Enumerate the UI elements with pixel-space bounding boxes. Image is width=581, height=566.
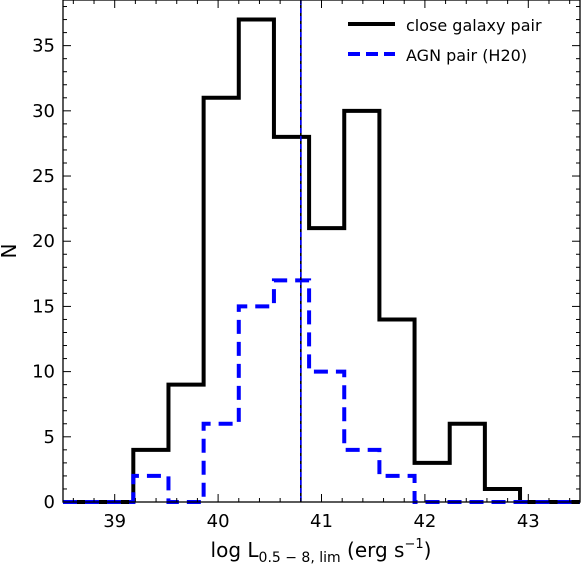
- histogram-series-1: [63, 278, 580, 504]
- y-tick-label: 10: [32, 362, 55, 383]
- x-tick-label: 43: [517, 511, 540, 532]
- legend: close galaxy pair AGN pair (H20): [348, 16, 542, 65]
- x-tick-label: 42: [413, 511, 436, 532]
- y-tick-label: 5: [44, 427, 55, 448]
- x-axis-label: log L0.5 − 8, lim (erg s−1): [211, 537, 432, 566]
- y-tick-label: 20: [32, 231, 55, 252]
- x-axis-label-superscript: −1: [404, 537, 423, 552]
- x-tick-label: 40: [207, 511, 230, 532]
- y-axis-label: N: [0, 244, 21, 259]
- x-axis-label-close: ): [424, 538, 432, 562]
- y-tick-label: 25: [32, 166, 55, 187]
- legend-label-close-galaxy-pair: close galaxy pair: [406, 16, 542, 35]
- histogram-series-0: [63, 17, 580, 504]
- y-tick-label: 0: [44, 492, 55, 513]
- x-axis-label-subscript: 0.5 − 8, lim: [259, 550, 341, 566]
- x-tick-label: 41: [310, 511, 333, 532]
- y-tick-label: 35: [32, 36, 55, 57]
- x-axis-label-units: (erg s: [341, 538, 405, 562]
- y-tick-label: 30: [32, 101, 55, 122]
- y-tick-label: 15: [32, 296, 55, 317]
- legend-label-agn-pair: AGN pair (H20): [406, 46, 527, 65]
- x-tick-label: 39: [103, 511, 126, 532]
- plot-frame: [62, 0, 581, 503]
- x-axis-label-main: log L: [211, 538, 260, 562]
